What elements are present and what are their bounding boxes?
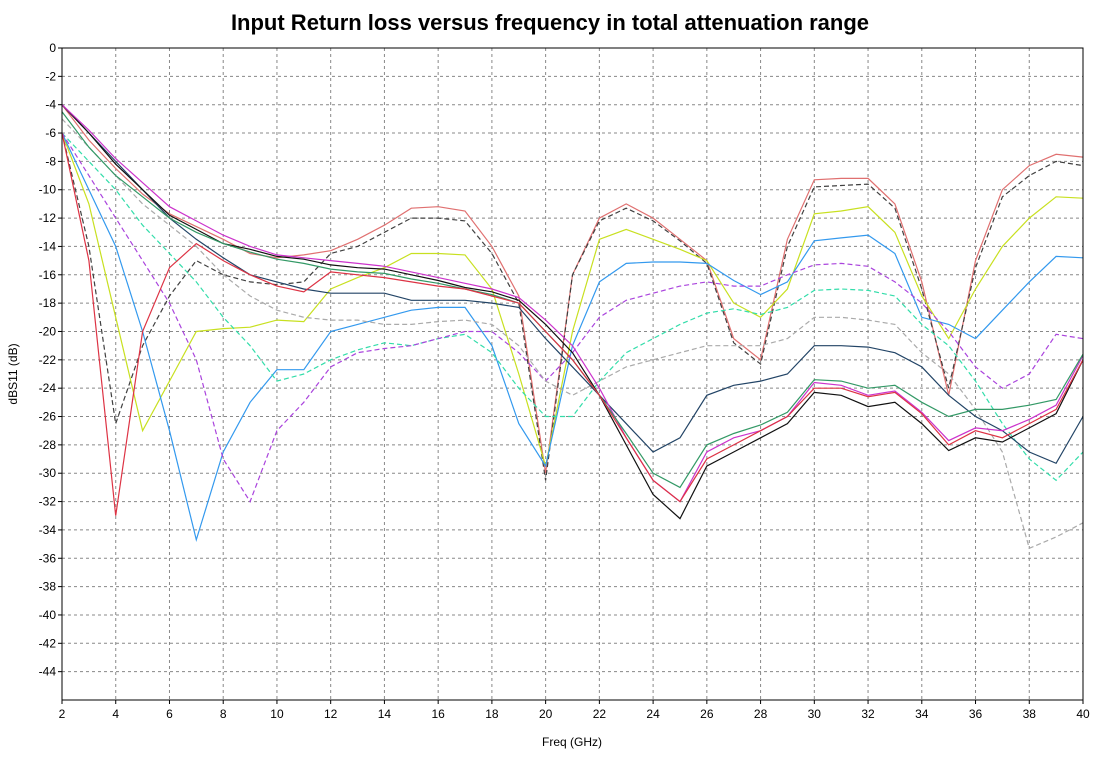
y-axis-label: dBS11 (dB) xyxy=(6,343,20,404)
x-tick-label: 20 xyxy=(539,707,553,721)
y-tick-label: -14 xyxy=(39,239,57,253)
y-tick-label: -10 xyxy=(39,183,57,197)
x-tick-label: 38 xyxy=(1023,707,1037,721)
y-tick-label: -18 xyxy=(39,296,57,310)
y-tick-label: -20 xyxy=(39,324,57,338)
x-tick-label: 28 xyxy=(754,707,768,721)
chart-title: Input Return loss versus frequency in to… xyxy=(231,10,869,35)
y-tick-label: -40 xyxy=(39,608,57,622)
x-tick-label: 26 xyxy=(700,707,714,721)
x-tick-label: 12 xyxy=(324,707,338,721)
x-tick-label: 30 xyxy=(808,707,822,721)
plot-frame xyxy=(61,47,1084,701)
x-tick-label: 24 xyxy=(646,707,660,721)
x-axis-label: Freq (GHz) xyxy=(542,735,602,749)
plot-area xyxy=(62,48,1083,700)
y-tick-label: -4 xyxy=(45,98,56,112)
series-line xyxy=(61,104,1084,465)
x-tick-label: 36 xyxy=(969,707,983,721)
x-tick-label: 6 xyxy=(166,707,173,721)
x-tick-label: 10 xyxy=(270,707,284,721)
y-tick-label: -8 xyxy=(45,154,56,168)
x-tick-label: 16 xyxy=(431,707,445,721)
series-line xyxy=(61,104,1084,520)
y-tick-label: -28 xyxy=(39,438,57,452)
series-line xyxy=(61,132,1084,503)
y-tick-label: -2 xyxy=(45,69,56,83)
y-tick-label: -36 xyxy=(39,551,57,565)
y-tick-label: -44 xyxy=(39,665,57,679)
y-tick-label: -26 xyxy=(39,410,57,424)
series-line xyxy=(61,104,1084,503)
x-tick-label: 40 xyxy=(1076,707,1090,721)
y-tick-label: -6 xyxy=(45,126,56,140)
y-tick-label: -42 xyxy=(39,636,57,650)
x-tick-label: 32 xyxy=(861,707,875,721)
x-tick-label: 18 xyxy=(485,707,499,721)
x-tick-label: 34 xyxy=(915,707,929,721)
x-tick-label: 8 xyxy=(220,707,227,721)
y-tick-label: -34 xyxy=(39,523,57,537)
x-tick-label: 2 xyxy=(59,707,66,721)
y-tick-label: -16 xyxy=(39,268,57,282)
y-tick-label: -32 xyxy=(39,495,57,509)
series-line xyxy=(61,118,1084,550)
y-tick-label: -12 xyxy=(39,211,57,225)
y-tick-label: -22 xyxy=(39,353,57,367)
y-tick-label: -38 xyxy=(39,580,57,594)
x-tick-label: 14 xyxy=(378,707,392,721)
series-line xyxy=(61,132,1084,467)
x-tick-label: 4 xyxy=(112,707,119,721)
series-line xyxy=(61,132,1084,482)
series-line xyxy=(61,132,1084,481)
y-tick-label: -30 xyxy=(39,466,57,480)
x-tick-label: 22 xyxy=(593,707,607,721)
series-line xyxy=(61,132,1084,516)
y-tick-label: 0 xyxy=(49,41,56,55)
y-tick-label: -24 xyxy=(39,381,57,395)
